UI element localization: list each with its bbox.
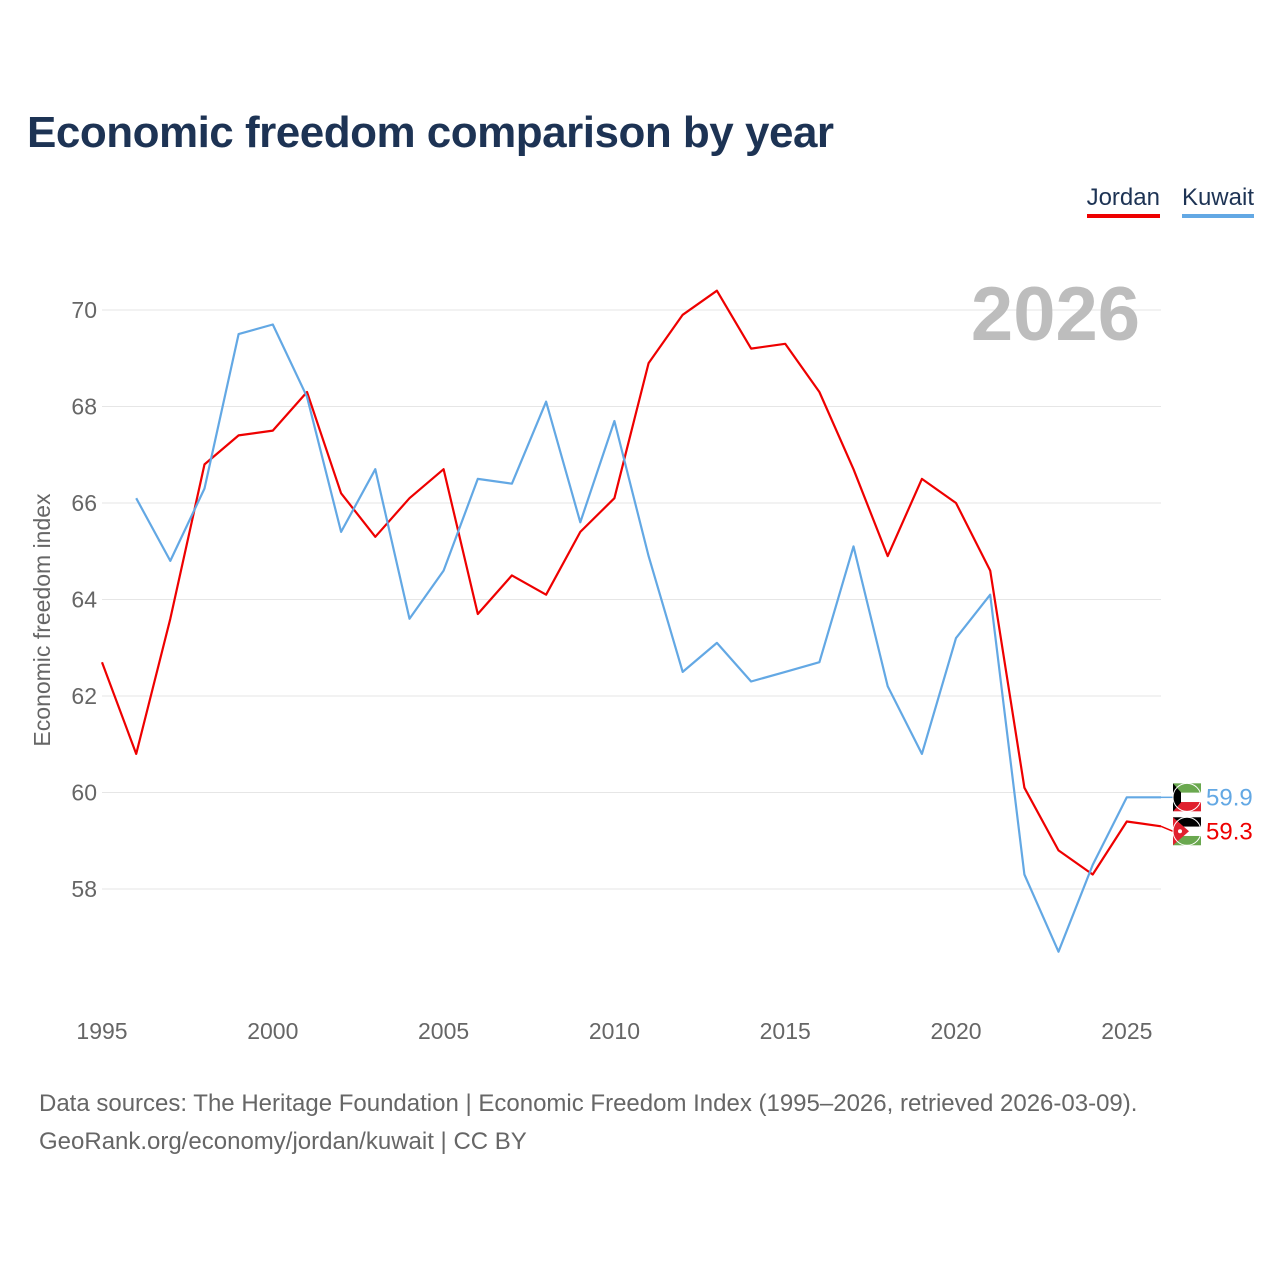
legend: Jordan Kuwait bbox=[1086, 184, 1254, 218]
y-axis-label: Economic freedom index bbox=[29, 493, 55, 747]
y-tick-70: 70 bbox=[71, 297, 97, 323]
y-tick-60: 60 bbox=[71, 780, 97, 806]
end-value-jordan: 59.3 bbox=[1206, 818, 1253, 845]
end-value-kuwait: 59.9 bbox=[1206, 784, 1253, 811]
y-tick-58: 58 bbox=[71, 876, 97, 902]
kuwait-flag-icon bbox=[1172, 782, 1202, 812]
data-source-text: Data sources: The Heritage Foundation | … bbox=[39, 1090, 1138, 1117]
x-axis-ticks: 1995 2000 2005 2010 2015 2020 2025 bbox=[76, 1018, 1152, 1044]
x-tick-2005: 2005 bbox=[418, 1018, 469, 1044]
y-tick-66: 66 bbox=[71, 490, 97, 516]
series-line-kuwait bbox=[135, 323, 1161, 953]
series-end-markers: 59.3 59.9 bbox=[1160, 782, 1253, 846]
current-year-label: 2026 bbox=[971, 272, 1140, 357]
end-connector-jordan bbox=[1160, 825, 1174, 832]
y-tick-68: 68 bbox=[71, 394, 97, 420]
chart-title: Economic freedom comparison by year bbox=[27, 108, 834, 157]
footer: Data sources: The Heritage Foundation | … bbox=[39, 1085, 1137, 1161]
jordan-flag-icon bbox=[1172, 816, 1202, 846]
x-tick-2025: 2025 bbox=[1101, 1018, 1152, 1044]
x-tick-2000: 2000 bbox=[247, 1018, 298, 1044]
series-line-jordan bbox=[100, 289, 1162, 876]
series-lines bbox=[100, 289, 1162, 953]
x-tick-2015: 2015 bbox=[760, 1018, 811, 1044]
y-axis-ticks: 58 60 62 64 66 68 70 bbox=[71, 297, 97, 902]
x-tick-2010: 2010 bbox=[589, 1018, 640, 1044]
legend-item-jordan[interactable]: Jordan bbox=[1086, 184, 1160, 218]
gridlines bbox=[102, 309, 1161, 890]
y-tick-62: 62 bbox=[71, 683, 97, 709]
x-tick-2020: 2020 bbox=[930, 1018, 981, 1044]
source-url-text: GeoRank.org/economy/jordan/kuwait | CC B… bbox=[39, 1128, 527, 1155]
legend-item-kuwait[interactable]: Kuwait bbox=[1181, 184, 1254, 218]
line-chart: 58 60 62 64 66 68 70 1995 2000 2005 2010 2015 2020 2… bbox=[29, 272, 1253, 1044]
x-tick-1995: 1995 bbox=[76, 1018, 127, 1044]
y-tick-64: 64 bbox=[71, 587, 97, 613]
